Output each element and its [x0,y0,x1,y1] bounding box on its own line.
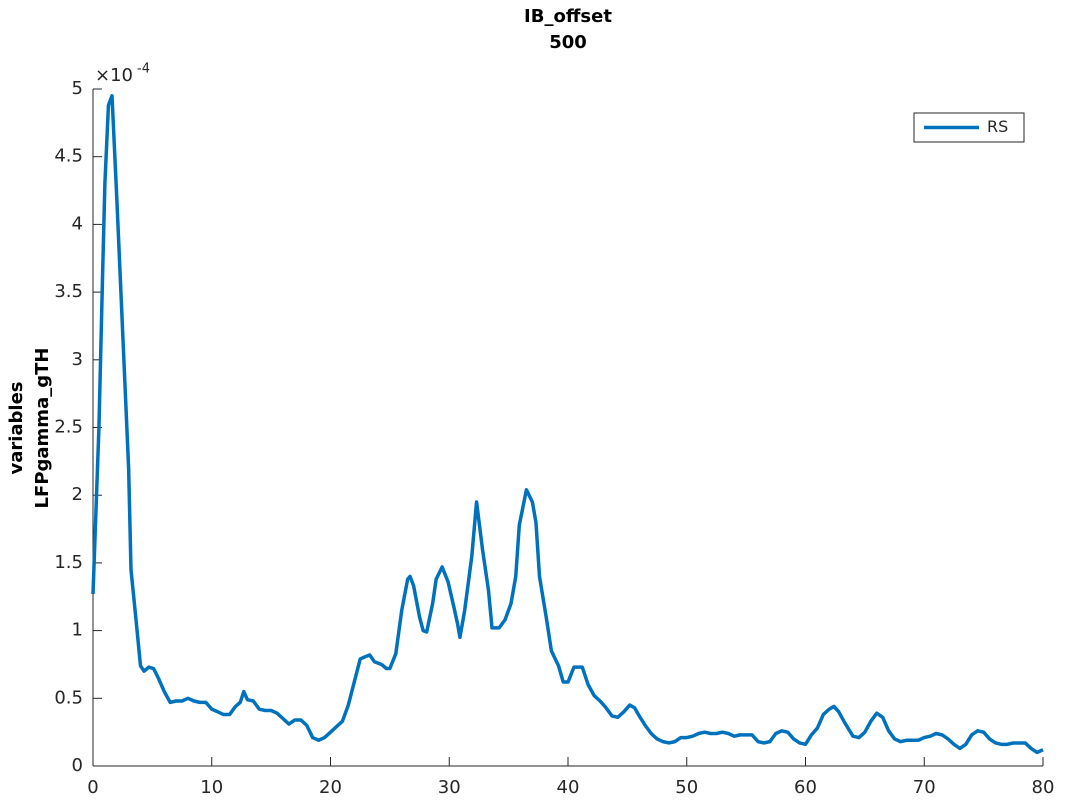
chart-title: IB_offset [524,6,612,27]
y-tick-label: 0.5 [54,687,83,708]
y-axis-label: variables [6,381,27,474]
legend-label: RS [987,117,1008,136]
x-tick-label: 40 [557,777,580,798]
y-multiplier-exponent: -4 [137,62,150,77]
x-tick-label: 80 [1032,777,1055,798]
y-tick-label: 1.5 [54,552,83,573]
y-tick-label: 1 [72,620,83,641]
data-line [91,94,1044,755]
y-tick-label: 0 [72,755,83,776]
x-tick-label: 10 [200,777,223,798]
y-tick-label: 2.5 [54,417,83,438]
y-tick-label: 4.5 [54,146,83,167]
x-tick-label: 50 [675,777,698,798]
x-tick-label: 20 [319,777,342,798]
x-tick-label: 0 [87,777,98,798]
y-tick-label: 3 [72,349,83,370]
y-tick-label: 4 [72,213,83,234]
y-axis-label: LFPgamma_gTH [32,348,53,509]
x-tick-label: 60 [794,777,817,798]
y-tick-label: 5 [72,78,83,99]
x-tick-label: 30 [438,777,461,798]
y-tick-label: 3.5 [54,281,83,302]
x-tick-label: 70 [913,777,936,798]
y-tick-label: 2 [72,484,83,505]
chart-title: 500 [549,32,587,53]
y-multiplier: ×10 [95,65,133,86]
